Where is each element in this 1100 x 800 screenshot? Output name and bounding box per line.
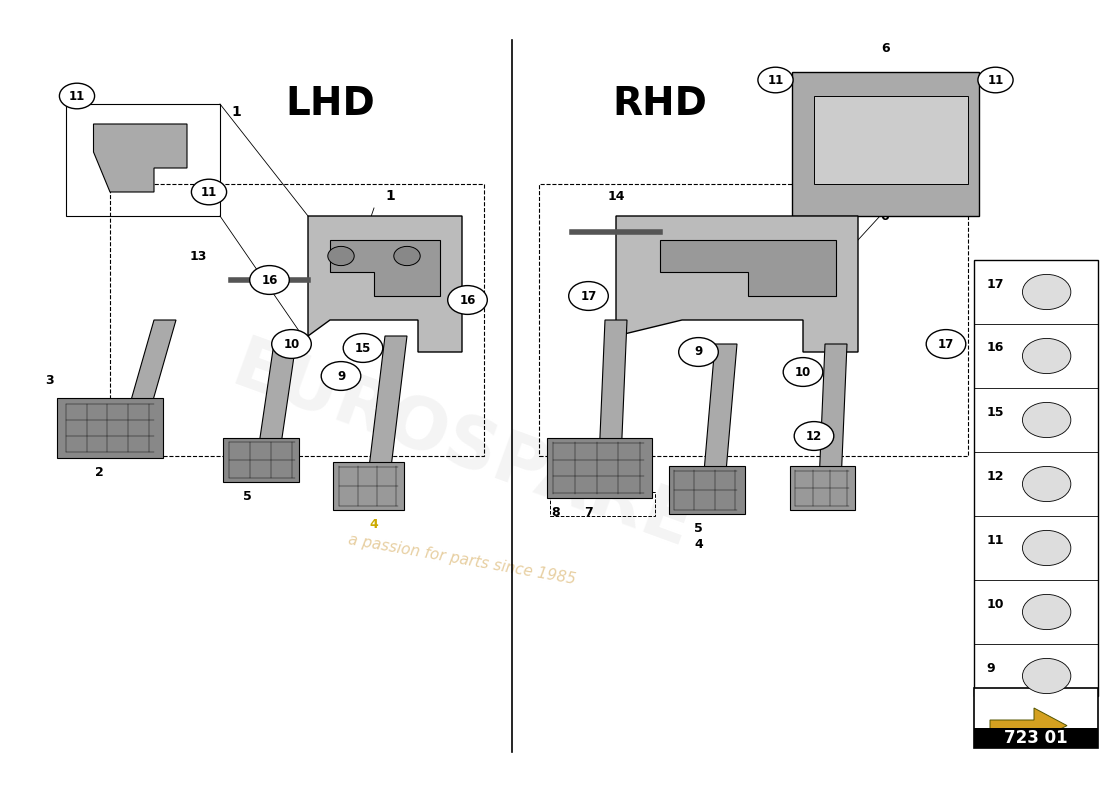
Text: 3: 3 (45, 374, 54, 387)
Text: 723 01: 723 01 (1004, 730, 1067, 747)
Polygon shape (600, 320, 627, 448)
Bar (974, 260, 1098, 696)
Circle shape (191, 179, 227, 205)
Circle shape (1023, 530, 1071, 566)
Polygon shape (368, 336, 407, 472)
Circle shape (59, 83, 95, 109)
Text: 1: 1 (386, 189, 395, 203)
Polygon shape (616, 216, 858, 352)
Text: 12: 12 (987, 470, 1004, 482)
Text: 5: 5 (243, 490, 252, 503)
Text: 4: 4 (370, 518, 378, 531)
Text: 6: 6 (881, 42, 890, 55)
Text: a passion for parts since 1985: a passion for parts since 1985 (346, 533, 578, 587)
Bar (974, 728, 1098, 748)
Circle shape (926, 330, 966, 358)
Circle shape (1023, 274, 1071, 310)
Polygon shape (990, 708, 1067, 742)
Polygon shape (704, 344, 737, 472)
Text: 1: 1 (231, 105, 241, 119)
Text: 10: 10 (795, 366, 811, 378)
FancyBboxPatch shape (333, 462, 404, 510)
Text: 5: 5 (694, 522, 703, 535)
Text: 8: 8 (551, 506, 560, 519)
Text: 9: 9 (337, 370, 345, 382)
Polygon shape (330, 240, 440, 296)
Text: 11: 11 (201, 186, 217, 198)
Circle shape (783, 358, 823, 386)
Circle shape (1023, 466, 1071, 502)
Circle shape (1023, 594, 1071, 630)
Circle shape (250, 266, 289, 294)
Circle shape (1023, 658, 1071, 694)
Text: 9: 9 (987, 662, 996, 674)
Text: 17: 17 (987, 278, 1004, 290)
Polygon shape (660, 240, 836, 296)
Polygon shape (258, 336, 297, 448)
Text: 16: 16 (262, 274, 277, 286)
FancyBboxPatch shape (669, 466, 745, 514)
Circle shape (448, 286, 487, 314)
FancyBboxPatch shape (790, 466, 855, 510)
Text: 2: 2 (95, 466, 103, 479)
Circle shape (978, 67, 1013, 93)
Text: 10: 10 (284, 338, 299, 350)
Polygon shape (820, 344, 847, 472)
Text: 4: 4 (694, 538, 703, 551)
Text: 6: 6 (880, 210, 889, 222)
Text: 11: 11 (768, 74, 783, 86)
Text: RHD: RHD (613, 85, 707, 123)
Text: 13: 13 (189, 250, 207, 262)
Text: 17: 17 (938, 338, 954, 350)
Circle shape (569, 282, 608, 310)
Text: 14: 14 (607, 190, 625, 202)
Circle shape (758, 67, 793, 93)
Text: 15: 15 (355, 342, 371, 354)
Circle shape (679, 338, 718, 366)
Polygon shape (792, 72, 979, 216)
Text: 9: 9 (694, 346, 703, 358)
Circle shape (272, 330, 311, 358)
Polygon shape (814, 96, 968, 184)
Text: 11: 11 (987, 534, 1004, 546)
Circle shape (794, 422, 834, 450)
Text: 17: 17 (581, 290, 596, 302)
Text: 7: 7 (584, 506, 593, 519)
Circle shape (1023, 402, 1071, 438)
FancyBboxPatch shape (57, 398, 163, 458)
Text: 11: 11 (69, 90, 85, 102)
Bar (974, 688, 1098, 748)
Circle shape (1023, 338, 1071, 374)
FancyBboxPatch shape (547, 438, 652, 498)
Text: LHD: LHD (285, 85, 375, 123)
Text: 10: 10 (987, 598, 1004, 610)
Text: 15: 15 (987, 406, 1004, 418)
Circle shape (321, 362, 361, 390)
Polygon shape (308, 216, 462, 352)
Bar (66, 104, 220, 216)
Text: 11: 11 (988, 74, 1003, 86)
Text: EUROSPARE: EUROSPARE (222, 333, 702, 563)
Polygon shape (126, 320, 176, 416)
Text: 16: 16 (460, 294, 475, 306)
Circle shape (343, 334, 383, 362)
Text: 16: 16 (987, 342, 1004, 354)
Circle shape (328, 246, 354, 266)
Circle shape (394, 246, 420, 266)
FancyBboxPatch shape (223, 438, 299, 482)
Text: 12: 12 (806, 430, 822, 442)
Polygon shape (94, 124, 187, 192)
